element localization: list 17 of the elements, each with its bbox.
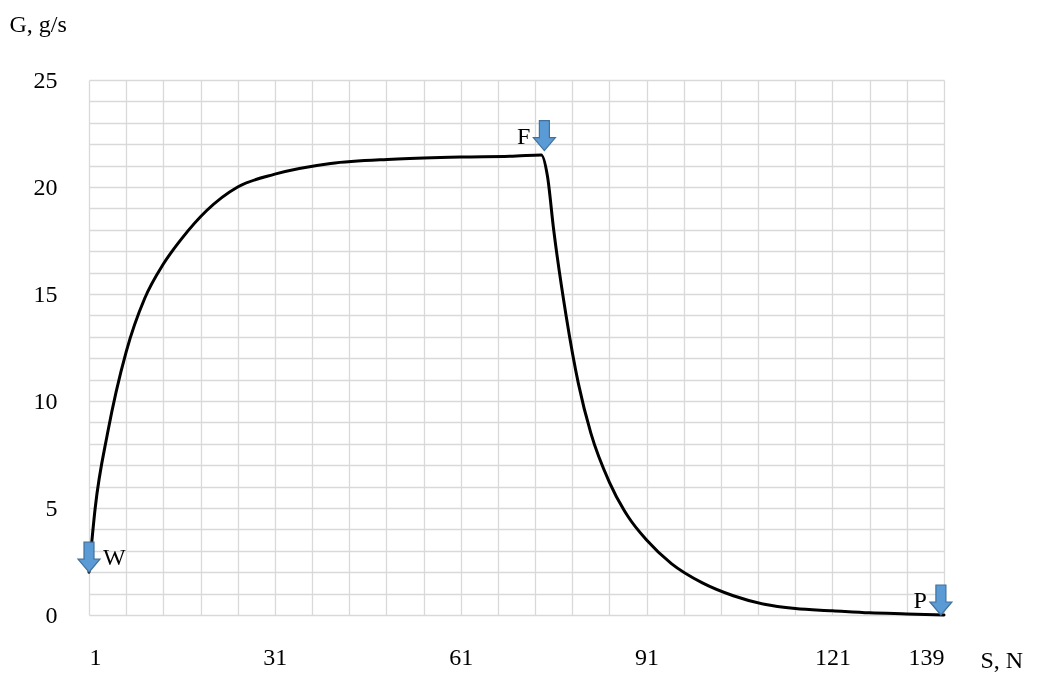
y-tick-label: 10 (33, 387, 58, 414)
x-tick-label: 31 (263, 643, 288, 670)
y-tick-label: 15 (33, 280, 58, 307)
annotation: F (517, 122, 531, 149)
y-tick-label: 25 (33, 66, 58, 93)
x-tick-label: 139 (908, 643, 945, 670)
x-tick-label: 121 (814, 643, 851, 670)
annotation: P (913, 587, 927, 613)
y-tick-label: 5 (45, 494, 58, 521)
y-axis-title: G, g/s (9, 10, 67, 37)
x-tick-label: 1 (89, 643, 102, 670)
x-tick-label: 61 (449, 643, 474, 670)
y-tick-label: 20 (33, 173, 58, 200)
x-axis-title: S, N (980, 646, 1024, 673)
annotation: W (103, 544, 126, 571)
y-tick-label: 0 (45, 601, 58, 628)
x-tick-label: 91 (635, 643, 660, 670)
